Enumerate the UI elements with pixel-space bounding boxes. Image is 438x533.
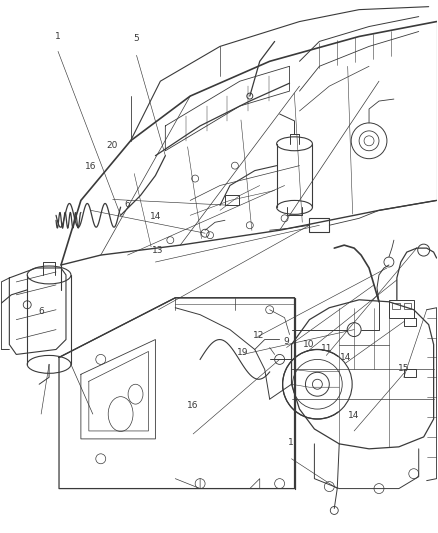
Bar: [225, 196, 239, 205]
Text: 14: 14: [339, 353, 351, 362]
Text: 15: 15: [398, 364, 410, 373]
Bar: [392, 303, 400, 309]
Text: 6: 6: [39, 307, 44, 316]
Text: 11: 11: [321, 344, 333, 353]
Bar: [404, 303, 411, 309]
Text: 1: 1: [288, 438, 294, 447]
Text: 14: 14: [150, 212, 162, 221]
Text: 1: 1: [55, 31, 61, 41]
Text: 16: 16: [85, 163, 96, 172]
Text: 13: 13: [152, 246, 164, 255]
Text: 19: 19: [237, 348, 249, 357]
Text: 5: 5: [134, 34, 139, 43]
Text: 20: 20: [107, 141, 118, 150]
Bar: [404, 369, 416, 377]
Bar: [404, 318, 416, 326]
Text: 10: 10: [303, 341, 314, 350]
Text: 14: 14: [348, 411, 360, 421]
Text: 6: 6: [125, 199, 131, 208]
Text: 9: 9: [283, 337, 290, 346]
Text: 12: 12: [252, 331, 264, 340]
Text: 16: 16: [187, 401, 199, 410]
Bar: [309, 219, 329, 232]
Bar: [389, 300, 414, 318]
